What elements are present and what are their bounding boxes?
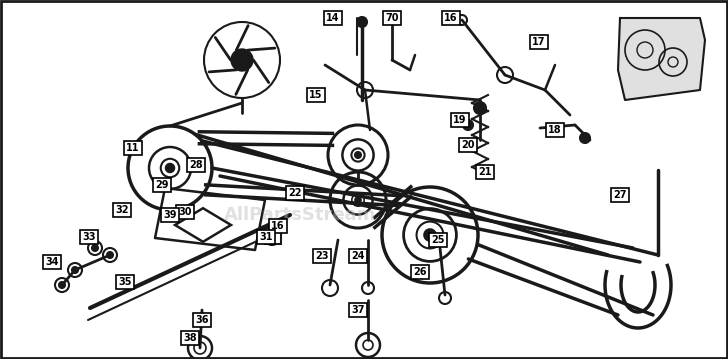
FancyBboxPatch shape <box>187 158 205 172</box>
Circle shape <box>232 49 253 71</box>
Text: 11: 11 <box>126 143 140 153</box>
Text: 70: 70 <box>385 13 399 23</box>
Text: 33: 33 <box>82 232 96 242</box>
FancyBboxPatch shape <box>451 113 469 127</box>
FancyBboxPatch shape <box>611 188 629 202</box>
FancyBboxPatch shape <box>324 11 342 25</box>
Circle shape <box>107 252 113 258</box>
Text: 22: 22 <box>288 188 301 198</box>
Circle shape <box>355 152 361 158</box>
FancyBboxPatch shape <box>546 123 564 137</box>
FancyBboxPatch shape <box>124 141 142 155</box>
FancyBboxPatch shape <box>193 313 211 327</box>
Text: 16: 16 <box>444 13 458 23</box>
Text: 26: 26 <box>414 267 427 277</box>
Text: 24: 24 <box>351 251 365 261</box>
FancyBboxPatch shape <box>176 205 194 219</box>
FancyBboxPatch shape <box>442 11 460 25</box>
FancyBboxPatch shape <box>269 219 287 233</box>
Circle shape <box>463 140 473 150</box>
FancyBboxPatch shape <box>257 230 275 244</box>
Text: 20: 20 <box>462 140 475 150</box>
FancyBboxPatch shape <box>411 265 429 279</box>
FancyBboxPatch shape <box>80 230 98 244</box>
Circle shape <box>269 234 275 240</box>
Text: 23: 23 <box>315 251 329 261</box>
FancyBboxPatch shape <box>530 35 548 49</box>
FancyBboxPatch shape <box>459 138 477 152</box>
Circle shape <box>357 17 367 27</box>
FancyBboxPatch shape <box>286 186 304 200</box>
Text: 35: 35 <box>118 277 132 287</box>
Text: 27: 27 <box>613 190 627 200</box>
FancyBboxPatch shape <box>116 275 134 289</box>
Bar <box>265 228 281 244</box>
FancyBboxPatch shape <box>313 249 331 263</box>
Circle shape <box>424 229 436 241</box>
Text: 31: 31 <box>259 232 273 242</box>
Text: 21: 21 <box>478 167 491 177</box>
Circle shape <box>463 120 473 130</box>
Circle shape <box>72 267 78 273</box>
Text: 18: 18 <box>548 125 562 135</box>
Text: 28: 28 <box>189 160 203 170</box>
FancyBboxPatch shape <box>161 208 179 222</box>
Circle shape <box>474 102 486 114</box>
Text: 30: 30 <box>178 207 191 217</box>
Text: 15: 15 <box>309 90 323 100</box>
Text: 37: 37 <box>351 305 365 315</box>
FancyBboxPatch shape <box>181 331 199 345</box>
FancyBboxPatch shape <box>43 255 61 269</box>
Circle shape <box>580 133 590 143</box>
Circle shape <box>166 164 174 172</box>
Text: 19: 19 <box>454 115 467 125</box>
Text: 25: 25 <box>431 235 445 245</box>
FancyBboxPatch shape <box>349 303 367 317</box>
Circle shape <box>355 197 361 203</box>
Text: 34: 34 <box>45 257 59 267</box>
Text: 29: 29 <box>155 180 169 190</box>
Text: 32: 32 <box>115 205 129 215</box>
Polygon shape <box>618 18 705 100</box>
FancyBboxPatch shape <box>383 11 401 25</box>
Text: 16: 16 <box>272 221 285 231</box>
Text: 36: 36 <box>195 315 209 325</box>
Circle shape <box>59 282 65 288</box>
FancyBboxPatch shape <box>307 88 325 102</box>
FancyBboxPatch shape <box>153 178 171 192</box>
Text: 17: 17 <box>532 37 546 47</box>
Text: 14: 14 <box>326 13 340 23</box>
FancyBboxPatch shape <box>113 203 131 217</box>
Text: AllPartsStream: AllPartsStream <box>223 206 376 224</box>
FancyBboxPatch shape <box>349 249 367 263</box>
FancyBboxPatch shape <box>429 233 447 247</box>
Circle shape <box>92 245 98 251</box>
FancyBboxPatch shape <box>476 165 494 179</box>
Text: 39: 39 <box>163 210 177 220</box>
Text: 38: 38 <box>183 333 197 343</box>
